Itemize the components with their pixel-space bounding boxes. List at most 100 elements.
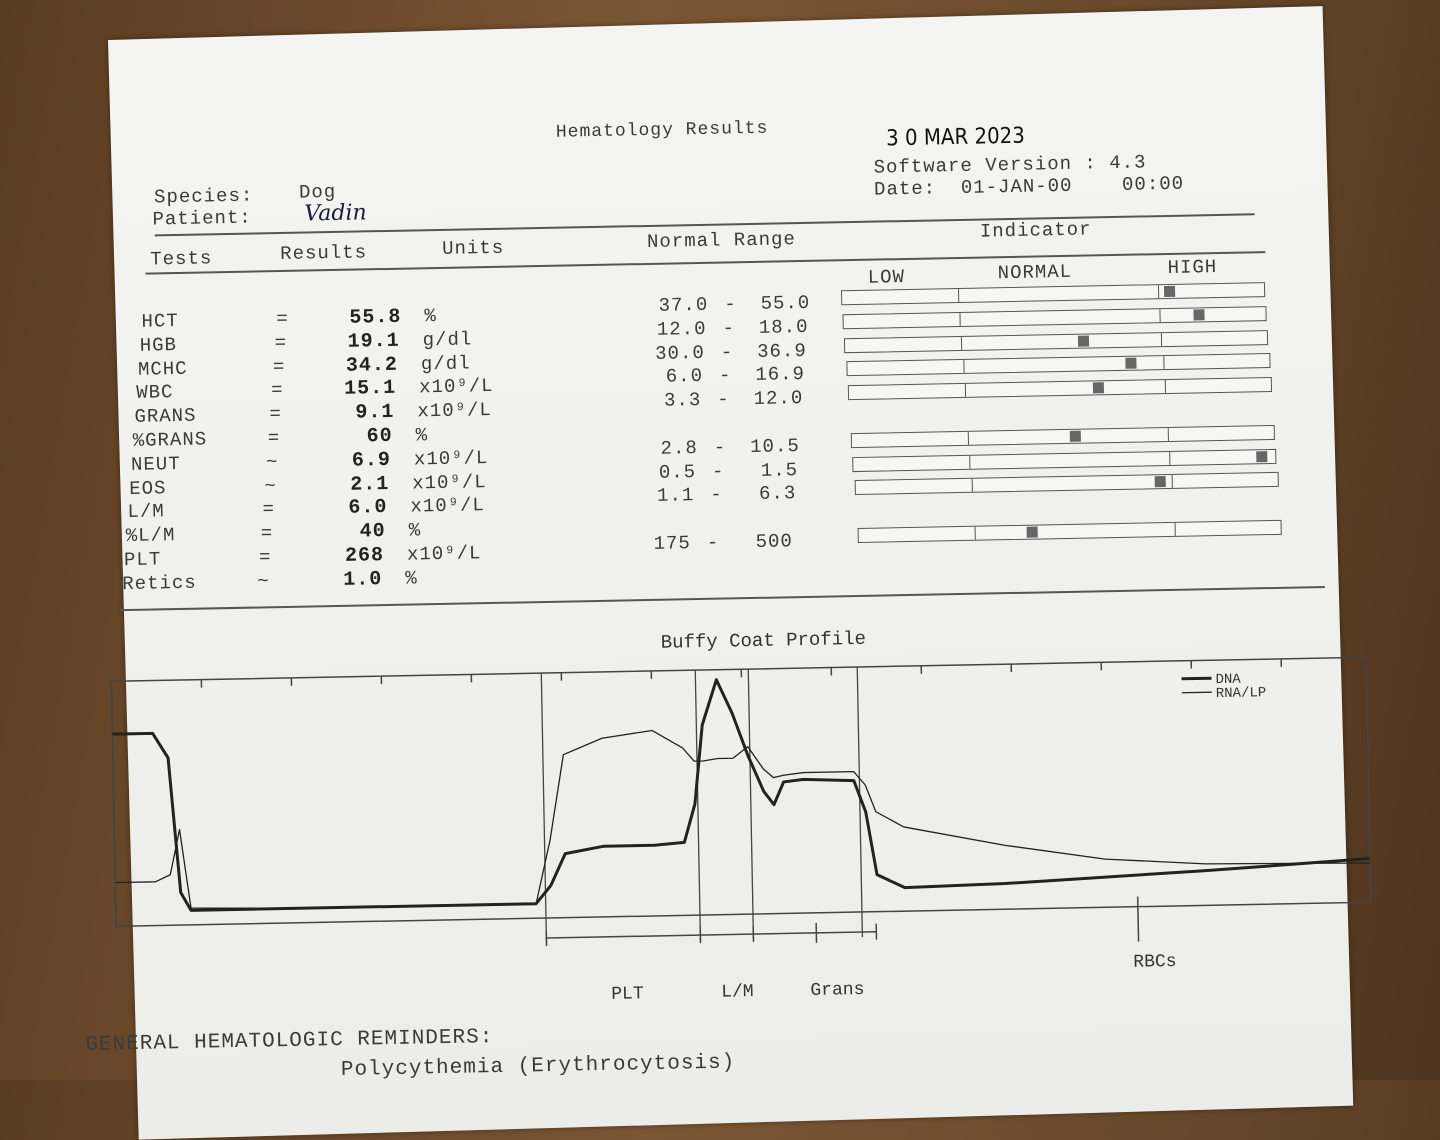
stamp-date: 3 0 MAR 2023 <box>886 124 1025 152</box>
unit: g/dl <box>421 352 471 375</box>
test-name: HCT <box>141 310 179 333</box>
indicator-label: HIGH <box>1167 256 1217 279</box>
relation: = <box>268 427 281 449</box>
indicator-divider <box>958 289 959 302</box>
unit: x10⁹/L <box>414 447 489 470</box>
range-dash: - <box>710 484 723 506</box>
range-dash: - <box>707 532 720 554</box>
result: 1.0 <box>322 568 382 592</box>
region-divider <box>541 673 546 943</box>
rule <box>120 586 1325 611</box>
indicator-divider <box>975 527 976 540</box>
indicator-bar <box>846 353 1270 376</box>
column-header: Indicator <box>980 218 1092 242</box>
test-name: L/M <box>127 501 165 524</box>
region-label: RBCs <box>1133 952 1177 973</box>
indicator-marker <box>1125 358 1136 369</box>
printout: Hematology Results 3 0 MAR 2023 Software… <box>0 0 1440 1093</box>
legend-swatch <box>1182 678 1212 679</box>
region-label: Grans <box>810 980 864 1001</box>
unit: % <box>405 567 418 589</box>
range-low: 2.8 <box>626 437 698 460</box>
indicator-bar <box>848 377 1272 400</box>
indicator-divider <box>965 384 966 397</box>
column-header: Tests <box>150 247 212 270</box>
chart-title: Buffy Coat Profile <box>661 628 867 654</box>
indicator-marker <box>1069 430 1080 441</box>
relation: ~ <box>257 570 270 592</box>
range-dash: - <box>719 365 732 387</box>
relation: = <box>262 499 275 521</box>
range-low: 0.5 <box>624 461 696 484</box>
indicator-marker <box>1164 286 1175 297</box>
region-bracket <box>546 932 876 938</box>
indicator-divider <box>1175 523 1176 536</box>
relation: ~ <box>264 475 277 497</box>
result: 6.0 <box>327 496 387 520</box>
unit: % <box>415 424 428 446</box>
unit: x10⁹/L <box>410 495 485 518</box>
relation: = <box>273 356 286 378</box>
range-high: 36.9 <box>745 340 807 363</box>
indicator-bar <box>853 449 1277 472</box>
indicator-bar <box>854 472 1278 495</box>
patient-label: Patient: <box>152 207 252 231</box>
patient-name: Vadin <box>304 200 367 226</box>
indicator-divider <box>971 479 972 492</box>
range-dash: - <box>722 317 735 339</box>
result: 268 <box>324 544 384 568</box>
unit: x10⁹/L <box>417 399 492 422</box>
profile-curve <box>112 667 1371 912</box>
range-dash: - <box>721 341 734 363</box>
test-name: NEUT <box>131 453 181 476</box>
result: 55.8 <box>341 306 401 330</box>
range-low: 3.3 <box>629 389 701 412</box>
reminder-item: Polycythemia (Erythrocytosis) <box>341 1051 736 1082</box>
indicator-divider <box>968 432 969 445</box>
result: 60 <box>333 425 393 449</box>
unit: x10⁹/L <box>412 471 487 494</box>
range-high: 55.0 <box>748 292 810 315</box>
range-high: 500 <box>731 530 793 553</box>
region-label: PLT <box>611 984 644 1005</box>
range-low: 12.0 <box>634 318 706 341</box>
unit: % <box>424 305 437 327</box>
test-name: PLT <box>124 548 162 571</box>
region-label: L/M <box>721 982 754 1003</box>
range-high: 18.0 <box>746 316 808 339</box>
relation: = <box>271 379 284 401</box>
rbc-tick <box>1138 897 1139 942</box>
test-name: GRANS <box>134 405 196 428</box>
indicator-divider <box>1160 309 1161 322</box>
relation: = <box>261 522 274 544</box>
test-name: Retics <box>122 571 197 594</box>
indicator-divider <box>963 360 964 373</box>
indicator-marker <box>1093 382 1104 393</box>
indicator-divider <box>1170 452 1171 465</box>
result: 15.1 <box>336 377 396 401</box>
column-header: Normal Range <box>647 228 796 253</box>
indicator-divider <box>1171 475 1172 488</box>
result: 9.1 <box>334 401 394 425</box>
result: 34.2 <box>338 353 398 377</box>
unit: x10⁹/L <box>419 375 494 398</box>
indicator-bar <box>843 306 1267 329</box>
legend-label: RNA/LP <box>1216 685 1267 702</box>
report-date: Date: 01-JAN-00 00:00 <box>874 173 1184 201</box>
indicator-bar <box>844 330 1268 353</box>
column-header: Results <box>280 241 367 265</box>
range-high: 1.5 <box>736 459 798 482</box>
range-low: 6.0 <box>631 365 703 388</box>
indicator-divider <box>961 337 962 350</box>
range-high: 12.0 <box>741 387 803 410</box>
page: Hematology Results 3 0 MAR 2023 Software… <box>0 0 1440 1080</box>
relation: = <box>269 403 282 425</box>
indicator-marker <box>1193 309 1204 320</box>
indicator-divider <box>1161 333 1162 346</box>
test-name: EOS <box>129 477 167 500</box>
legend-swatch <box>1182 692 1212 693</box>
result: 19.1 <box>339 330 399 354</box>
unit: g/dl <box>422 328 472 351</box>
relation: = <box>276 308 289 330</box>
